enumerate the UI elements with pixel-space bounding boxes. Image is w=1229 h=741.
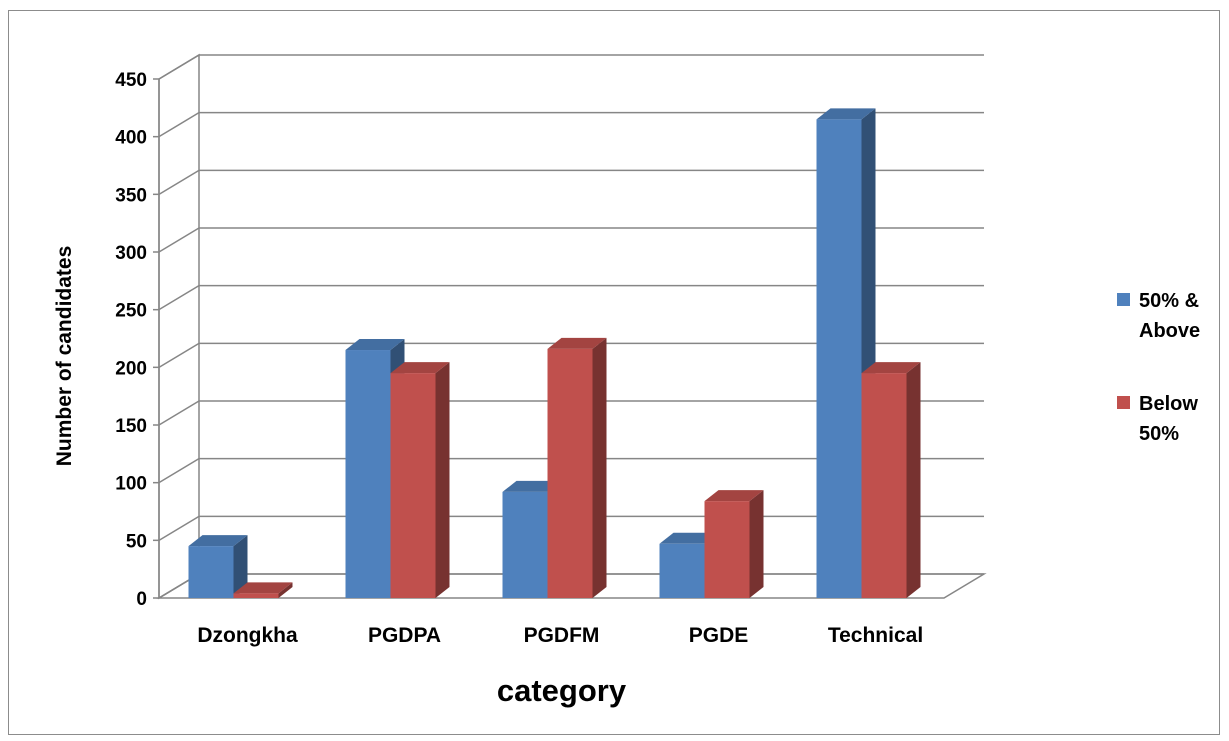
bar-front <box>390 373 436 598</box>
bar <box>233 582 293 598</box>
chart-frame: 0 50 100 150 200 250 300 350 400 450 Dzongkha PGDP… <box>8 10 1220 735</box>
legend-label-line: 50% & <box>1139 290 1199 312</box>
bar-top <box>345 339 405 351</box>
gridline <box>158 342 984 368</box>
y-axis-label: Number of candidates <box>53 246 76 467</box>
y-tick-label: 0 <box>136 589 147 610</box>
bar-front <box>233 593 279 598</box>
y-tick-label: 150 <box>115 416 147 437</box>
x-tick-label: PGDE <box>689 624 749 647</box>
bar-top <box>861 362 921 374</box>
bar-front <box>659 543 705 598</box>
x-tick-label: Dzongkha <box>197 624 298 647</box>
y-tick-label: 100 <box>115 474 147 495</box>
legend: 50% & Above Below 50% <box>1117 290 1200 445</box>
bar-front <box>861 373 907 598</box>
legend-label-line: Above <box>1139 320 1200 342</box>
bar-side <box>278 582 293 598</box>
legend-label-line: 50% <box>1139 423 1179 445</box>
gridline <box>158 457 984 484</box>
bar <box>861 362 921 598</box>
y-tick-label: 350 <box>115 185 147 206</box>
legend-label: Below 50% <box>1139 393 1198 445</box>
y-tick-label: 400 <box>115 128 147 149</box>
bar-top <box>547 337 607 349</box>
gridline <box>158 284 984 311</box>
legend-item: Below 50% <box>1117 393 1198 445</box>
axes <box>153 78 160 599</box>
gridlines <box>158 54 984 599</box>
bar-front <box>502 491 548 598</box>
bar-side <box>233 535 248 598</box>
legend-swatch <box>1117 396 1130 409</box>
side-wall <box>158 53 200 600</box>
bar-side <box>592 337 607 598</box>
bar-front <box>547 348 593 598</box>
bar-top <box>390 362 450 374</box>
bar-side <box>435 362 450 598</box>
bar <box>188 535 248 598</box>
gridline <box>158 169 984 195</box>
bar-top <box>816 108 876 120</box>
y-tick-label: 250 <box>115 301 147 322</box>
bar-side <box>906 362 921 598</box>
bars <box>188 108 921 598</box>
y-tick-label: 300 <box>115 243 147 264</box>
legend-item: 50% & Above <box>1117 290 1200 342</box>
bar-side <box>749 490 764 598</box>
gridline <box>158 227 984 253</box>
x-tick-label: Technical <box>828 624 923 647</box>
gridline <box>158 400 984 426</box>
bar-top <box>188 535 248 547</box>
bar <box>390 362 450 598</box>
bar-top <box>502 480 562 492</box>
legend-label: 50% & Above <box>1139 290 1200 342</box>
gridline <box>158 54 984 80</box>
bar-top <box>233 582 293 594</box>
bar-top <box>659 532 719 544</box>
y-tick-label: 200 <box>115 358 147 379</box>
bar-front <box>704 501 750 598</box>
x-tick-label: PGDFM <box>524 624 600 647</box>
gridline <box>158 111 984 138</box>
bar <box>547 337 607 598</box>
legend-swatch <box>1117 293 1130 306</box>
bar-chart: 0 50 100 150 200 250 300 350 400 450 Dzongkha PGDP… <box>53 53 1200 708</box>
bar-front <box>816 119 862 598</box>
x-tick-label: PGDPA <box>368 624 441 647</box>
bar-front <box>188 546 234 598</box>
y-tick-label: 50 <box>126 531 147 552</box>
bar <box>704 490 764 598</box>
bar <box>816 108 876 598</box>
y-tick-label: 450 <box>115 70 147 91</box>
y-tick-labels: 0 50 100 150 200 250 300 350 400 450 <box>115 70 147 610</box>
legend-label-line: Below <box>1139 393 1198 415</box>
x-axis-label: category <box>497 673 627 708</box>
bar-top <box>704 490 764 502</box>
bar-front <box>345 350 391 598</box>
x-tick-labels: Dzongkha PGDPA PGDFM PGDE Technical <box>197 624 923 647</box>
